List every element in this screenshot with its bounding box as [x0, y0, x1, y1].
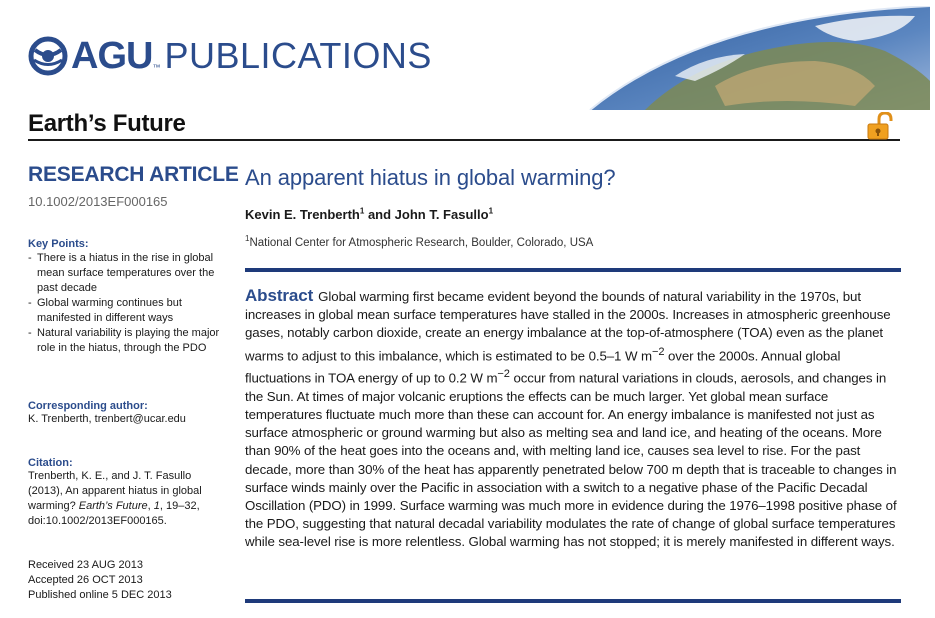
date-accepted: Accepted 26 OCT 2013: [28, 574, 143, 586]
earth-from-space-image: [589, 6, 930, 110]
abstract-text: occur from natural variations in clouds,…: [245, 370, 897, 550]
abstract-superscript: −2: [651, 345, 665, 358]
publisher-brand: AGU: [71, 35, 153, 77]
citation-journal: Earth’s Future: [78, 500, 148, 512]
key-point-item: Natural variability is playing the major…: [28, 326, 220, 356]
abstract-text: over the 2000s. Annual global fluctuatio…: [245, 348, 841, 386]
abstract-heading: Abstract: [245, 286, 314, 305]
affiliation-text: National Center for Atmospheric Research…: [249, 237, 594, 249]
publisher-suffix: PUBLICATIONS: [164, 35, 432, 76]
abstract-block: Abstract Global warming first became evid…: [245, 286, 903, 552]
author-affiliation-marker: 1: [359, 206, 365, 216]
citation-heading: Citation:: [28, 457, 73, 469]
key-point-item: There is a hiatus in the rise in global …: [28, 251, 220, 296]
abstract-bottom-divider: [245, 599, 901, 603]
agu-globe-icon: [28, 36, 68, 76]
journal-title: Earth’s Future: [28, 110, 186, 137]
citation-sep: ,: [147, 500, 154, 512]
abstract-superscript: −2: [497, 368, 510, 381]
affiliation: 1National Center for Atmospheric Researc…: [245, 234, 594, 249]
citation-authors: Trenberth, K. E., and J. T. Fasullo (201…: [28, 470, 202, 512]
publisher-logo: AGU ™ PUBLICATIONS: [28, 34, 432, 78]
corresponding-author-text[interactable]: K. Trenberth, trenbert@ucar.edu: [28, 413, 186, 425]
key-points-box: Key Points: There is a hiatus in the ris…: [28, 238, 220, 356]
date-received: Received 23 AUG 2013: [28, 559, 143, 571]
abstract-text: Global warming first became evident beyo…: [245, 289, 891, 364]
key-points-heading: Key Points:: [28, 238, 89, 250]
citation-box: Citation: Trenberth, K. E., and J. T. Fa…: [28, 457, 228, 529]
sidebar-doi[interactable]: 10.1002/2013EF000165: [28, 194, 168, 209]
author-list: Kevin E. Trenberth1 and John T. Fasullo1: [245, 207, 493, 222]
corresponding-heading: Corresponding author:: [28, 400, 148, 412]
open-access-lock-icon[interactable]: [866, 112, 898, 140]
author-name: John T. Fasullo: [394, 207, 489, 222]
key-points-list: There is a hiatus in the rise in global …: [28, 251, 220, 356]
trademark: ™: [152, 63, 161, 72]
article-dates: Received 23 AUG 2013 Accepted 26 OCT 201…: [28, 558, 228, 603]
author-name: Kevin E. Trenberth: [245, 207, 360, 222]
citation-text: Trenberth, K. E., and J. T. Fasullo (201…: [28, 469, 228, 529]
author-affiliation-marker: 1: [488, 206, 494, 216]
abstract-top-divider: [245, 268, 901, 272]
author-separator: and: [364, 207, 395, 222]
citation-volume: 1: [153, 500, 160, 512]
citation-pages-doi: , 19–32, doi:10.1002/2013EF000165.: [28, 500, 200, 527]
affiliation-marker: 1: [245, 234, 250, 244]
key-point-item: Global warming continues but manifested …: [28, 296, 220, 326]
article-title: An apparent hiatus in global warming?: [245, 165, 616, 190]
corresponding-author-box: Corresponding author: K. Trenberth, tren…: [28, 400, 228, 427]
header-divider: [28, 139, 900, 141]
article-type-label: RESEARCH ARTICLE: [28, 163, 239, 186]
date-published: Published online 5 DEC 2013: [28, 589, 172, 601]
